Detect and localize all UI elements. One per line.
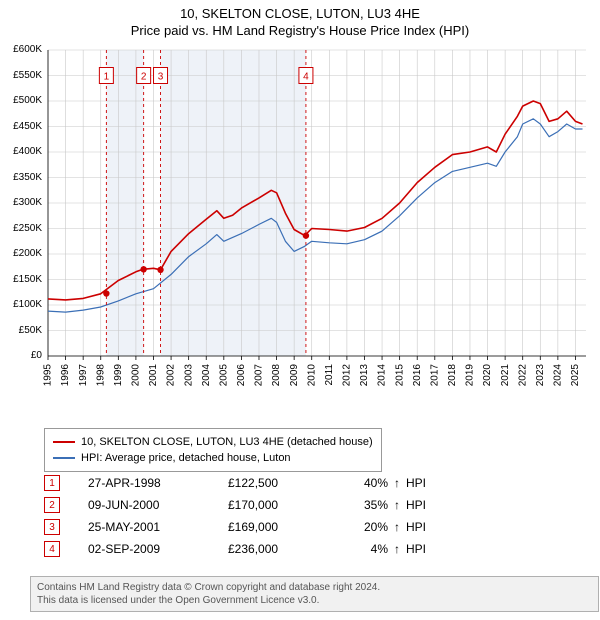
y-axis-tick-label: £400K <box>0 146 42 157</box>
svg-text:2018: 2018 <box>447 364 458 387</box>
event-date: 09-JUN-2000 <box>88 498 228 512</box>
svg-text:1998: 1998 <box>95 364 106 387</box>
y-axis-tick-label: £0 <box>0 350 42 361</box>
svg-text:1995: 1995 <box>43 364 54 387</box>
event-pct: 4% <box>338 542 388 556</box>
event-ref: HPI <box>406 542 446 556</box>
event-marker: 3 <box>44 519 60 535</box>
table-row: 1 27-APR-1998 £122,500 40% ↑ HPI <box>44 472 446 494</box>
up-arrow-icon: ↑ <box>388 520 406 534</box>
svg-text:2016: 2016 <box>412 364 423 387</box>
event-marker: 1 <box>44 475 60 491</box>
y-axis-tick-label: £50K <box>0 325 42 336</box>
sale-events-table: 1 27-APR-1998 £122,500 40% ↑ HPI 2 09-JU… <box>44 472 446 560</box>
svg-text:2015: 2015 <box>394 364 405 387</box>
svg-text:2013: 2013 <box>359 364 370 387</box>
svg-text:2020: 2020 <box>482 364 493 387</box>
svg-text:2009: 2009 <box>289 364 300 387</box>
event-price: £170,000 <box>228 498 338 512</box>
svg-text:2012: 2012 <box>342 364 353 387</box>
event-ref: HPI <box>406 498 446 512</box>
y-axis-tick-label: £500K <box>0 95 42 106</box>
svg-text:2019: 2019 <box>465 364 476 387</box>
event-marker: 4 <box>44 541 60 557</box>
svg-text:2005: 2005 <box>218 364 229 387</box>
event-date: 25-MAY-2001 <box>88 520 228 534</box>
svg-text:2000: 2000 <box>131 364 142 387</box>
event-date: 02-SEP-2009 <box>88 542 228 556</box>
footer-line-2: This data is licensed under the Open Gov… <box>37 594 592 607</box>
table-row: 2 09-JUN-2000 £170,000 35% ↑ HPI <box>44 494 446 516</box>
y-axis-tick-label: £600K <box>0 44 42 55</box>
footer-line-1: Contains HM Land Registry data © Crown c… <box>37 581 592 594</box>
price-chart: 1995 1996 1997 1998 1999 2000 2001 2002 2003 2004… <box>38 46 590 406</box>
svg-text:2008: 2008 <box>271 364 282 387</box>
svg-text:2024: 2024 <box>553 364 564 387</box>
event-pct: 40% <box>338 476 388 490</box>
event-ref: HPI <box>406 520 446 534</box>
chart-legend: 10, SKELTON CLOSE, LUTON, LU3 4HE (detac… <box>44 428 382 472</box>
svg-text:2021: 2021 <box>500 364 511 387</box>
svg-text:2011: 2011 <box>324 364 335 386</box>
svg-text:2017: 2017 <box>429 364 440 387</box>
svg-text:1997: 1997 <box>78 364 89 387</box>
event-marker: 2 <box>44 497 60 513</box>
svg-text:2023: 2023 <box>535 364 546 387</box>
y-axis-tick-label: £350K <box>0 172 42 183</box>
svg-text:2022: 2022 <box>517 364 528 387</box>
y-axis-tick-label: £150K <box>0 274 42 285</box>
up-arrow-icon: ↑ <box>388 542 406 556</box>
svg-text:2002: 2002 <box>166 364 177 387</box>
svg-text:2003: 2003 <box>183 364 194 387</box>
svg-text:1: 1 <box>104 72 110 83</box>
svg-text:2006: 2006 <box>236 364 247 387</box>
svg-text:1996: 1996 <box>60 364 71 387</box>
page-title: 10, SKELTON CLOSE, LUTON, LU3 4HE <box>0 6 600 21</box>
svg-text:2007: 2007 <box>254 364 265 387</box>
event-price: £122,500 <box>228 476 338 490</box>
table-row: 3 25-MAY-2001 £169,000 20% ↑ HPI <box>44 516 446 538</box>
license-footer: Contains HM Land Registry data © Crown c… <box>30 576 599 612</box>
event-price: £236,000 <box>228 542 338 556</box>
event-pct: 20% <box>338 520 388 534</box>
y-axis-tick-label: £200K <box>0 248 42 259</box>
legend-swatch-series-1 <box>53 457 75 459</box>
page-subtitle: Price paid vs. HM Land Registry's House … <box>0 23 600 38</box>
svg-text:2001: 2001 <box>148 364 159 387</box>
y-axis-tick-label: £550K <box>0 70 42 81</box>
legend-label-series-1: HPI: Average price, detached house, Luto… <box>81 450 291 466</box>
svg-text:3: 3 <box>158 72 164 83</box>
legend-label-series-0: 10, SKELTON CLOSE, LUTON, LU3 4HE (detac… <box>81 434 373 450</box>
table-row: 4 02-SEP-2009 £236,000 4% ↑ HPI <box>44 538 446 560</box>
svg-text:2014: 2014 <box>377 364 388 387</box>
event-pct: 35% <box>338 498 388 512</box>
svg-text:4: 4 <box>303 72 309 83</box>
svg-text:2: 2 <box>141 72 147 83</box>
svg-text:1999: 1999 <box>113 364 124 387</box>
svg-text:2010: 2010 <box>306 364 317 387</box>
event-date: 27-APR-1998 <box>88 476 228 490</box>
y-axis-tick-label: £300K <box>0 197 42 208</box>
up-arrow-icon: ↑ <box>388 476 406 490</box>
up-arrow-icon: ↑ <box>388 498 406 512</box>
svg-text:2025: 2025 <box>570 364 581 387</box>
y-axis-tick-label: £250K <box>0 223 42 234</box>
event-price: £169,000 <box>228 520 338 534</box>
y-axis-tick-label: £100K <box>0 299 42 310</box>
y-axis-tick-label: £450K <box>0 121 42 132</box>
legend-swatch-series-0 <box>53 441 75 443</box>
svg-text:2004: 2004 <box>201 364 212 387</box>
event-ref: HPI <box>406 476 446 490</box>
